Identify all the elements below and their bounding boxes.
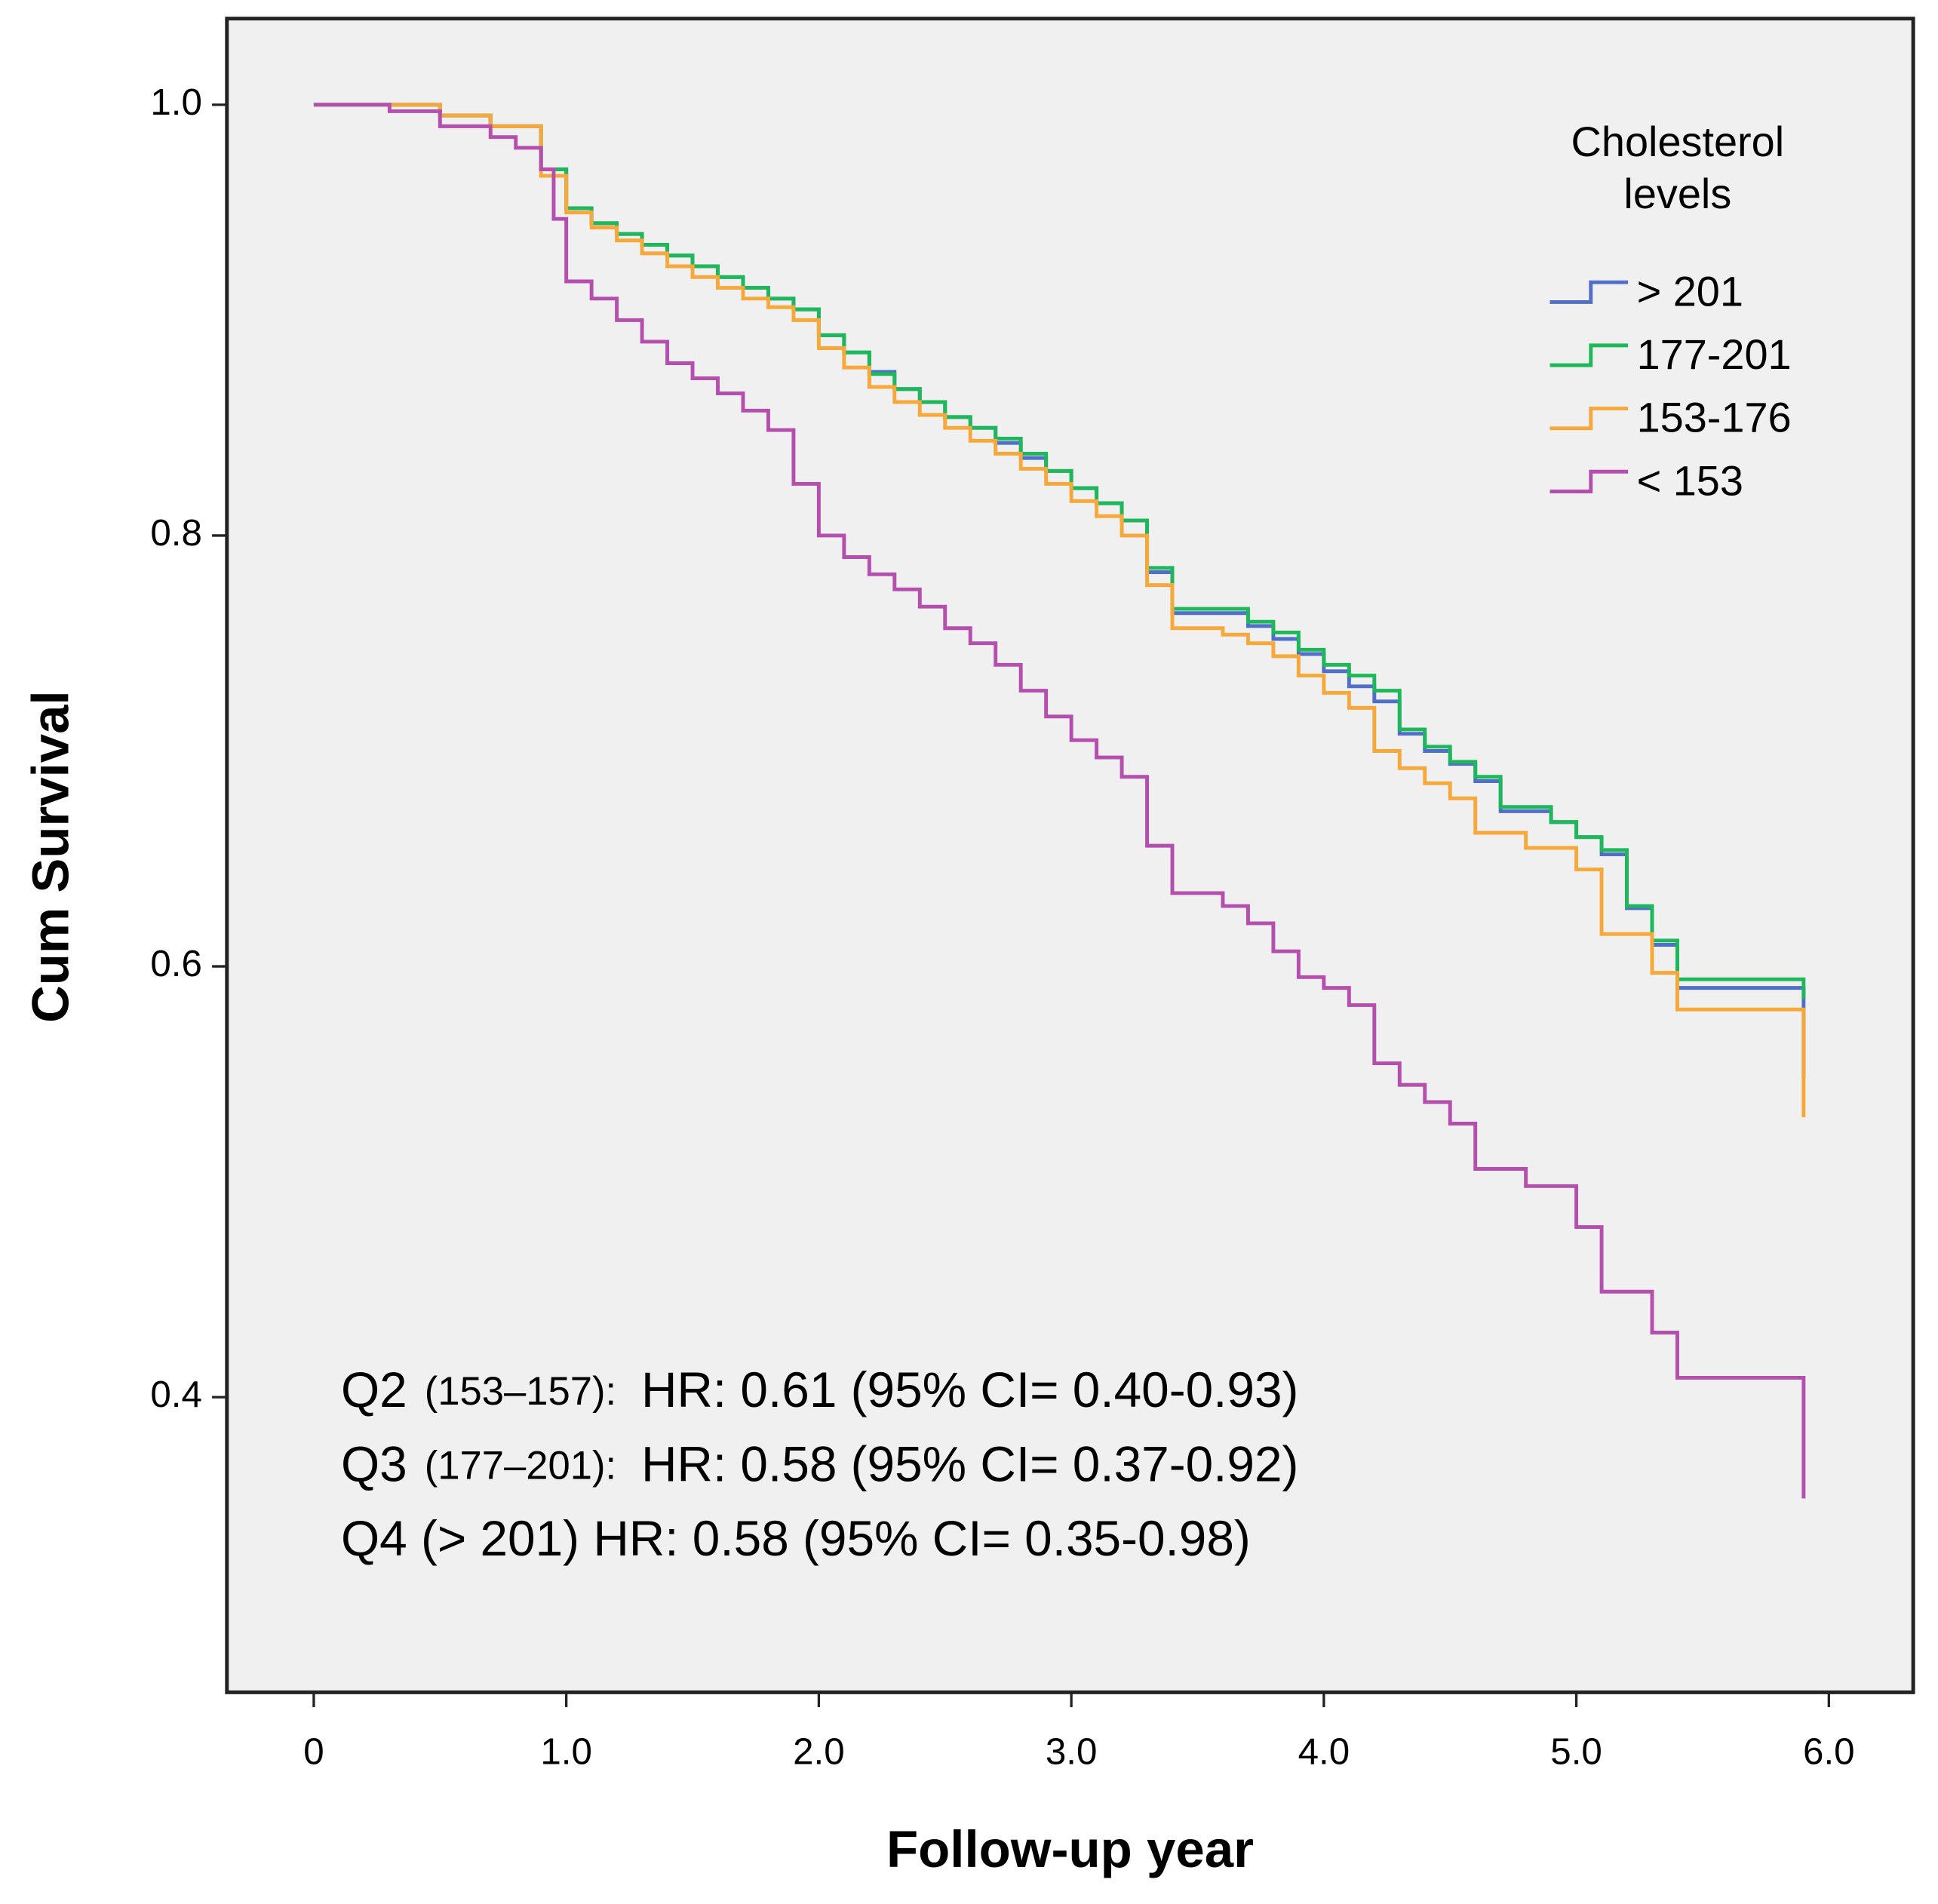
x-tick-label: 0	[303, 1730, 324, 1772]
annotation: Q2 (153–157): HR: 0.61 (95% CI= 0.40-0.93)	[341, 1362, 1298, 1417]
x-tick-label: 6.0	[1803, 1730, 1855, 1772]
legend-swatch	[1549, 407, 1629, 431]
annotation-part: Q2	[341, 1362, 407, 1417]
legend-swatch	[1549, 280, 1629, 304]
annotation: Q3 (177–201): HR: 0.58 (95% CI= 0.37-0.92)	[341, 1437, 1298, 1492]
annotation: Q4 (> 201) HR: 0.58 (95% CI= 0.35-0.98)	[341, 1511, 1251, 1566]
legend-swatch	[1549, 343, 1629, 367]
y-axis-title: Cum Survival	[22, 690, 80, 1022]
x-tick-label: 4.0	[1298, 1730, 1350, 1772]
annotation-part: (153–157):	[425, 1369, 616, 1414]
annotation-part: Q3	[341, 1437, 407, 1492]
y-tick-label: 0.4	[150, 1374, 202, 1415]
survival-curve	[313, 103, 1806, 1499]
legend-label: > 201	[1637, 267, 1743, 315]
y-tick-label: 0.8	[150, 512, 202, 554]
x-tick-label: 5.0	[1550, 1730, 1602, 1772]
legend-label: 177-201	[1637, 330, 1792, 378]
annotation-part: (177–201):	[425, 1443, 616, 1488]
legend-swatch	[1549, 469, 1629, 493]
x-tick-label: 2.0	[793, 1730, 845, 1772]
legend-title: Cholesterol levels	[1571, 118, 1785, 217]
x-axis-title: Follow-up year	[886, 1820, 1254, 1878]
survival-curve	[313, 103, 1806, 1117]
annotation-part: HR: 0.58 (95% CI= 0.37-0.92)	[641, 1437, 1298, 1492]
y-tick-label: 1.0	[150, 81, 202, 123]
x-tick-label: 3.0	[1046, 1730, 1098, 1772]
annotation-part: HR: 0.61 (95% CI= 0.40-0.93)	[641, 1362, 1298, 1417]
annotation-part: Q4 (> 201) HR: 0.58 (95% CI= 0.35-0.98)	[341, 1511, 1251, 1566]
y-tick-label: 0.6	[150, 943, 202, 984]
legend-label: 153-176	[1637, 394, 1792, 441]
legend-label: < 153	[1637, 456, 1743, 504]
plot-area	[225, 17, 1915, 1694]
x-tick-label: 1.0	[540, 1730, 592, 1772]
